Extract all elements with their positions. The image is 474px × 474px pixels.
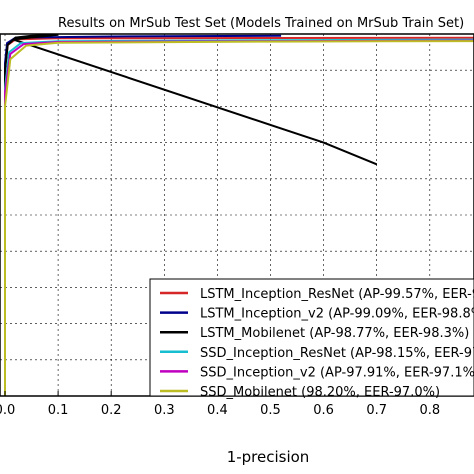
chart-title: Results on MrSub Test Set (Models Traine… — [58, 16, 464, 31]
legend: LSTM_Inception_ResNet (AP-99.57%, EER-99… — [149, 278, 474, 400]
legend-label: SSD_Mobilenet (98.20%, EER-97.0%) — [200, 385, 440, 400]
x-tick-label: 0.7 — [366, 403, 387, 418]
series-lines — [4, 33, 474, 396]
legend-box — [149, 278, 474, 397]
x-tick-label: 0.5 — [260, 403, 281, 418]
legend-label: SSD_Inception_v2 (AP-97.91%, EER-97.1%) — [200, 365, 474, 380]
legend-label: SSD_Inception_ResNet (AP-98.15%, EER-97.… — [200, 346, 474, 361]
legend-label: LSTM_Inception_v2 (AP-99.09%, EER-98.8%) — [200, 307, 474, 322]
x-axis-ticks: 0.0 0.1 0.2 0.3 0.4 0.5 0.6 0.7 0.8 — [0, 391, 440, 418]
legend-label: LSTM_Inception_ResNet (AP-99.57%, EER-99… — [200, 287, 474, 302]
x-axis-title: 1-precision — [227, 448, 310, 466]
x-tick-label: 0.6 — [313, 403, 334, 418]
x-tick-label: 0.4 — [207, 403, 228, 418]
series-line-6 — [4, 40, 474, 396]
x-tick-label: 0.1 — [48, 403, 69, 418]
x-tick-label: 0.3 — [154, 403, 175, 418]
series-line-3 — [4, 33, 378, 396]
x-tick-label: 0.0 — [0, 403, 15, 418]
x-tick-label: 0.2 — [101, 403, 122, 418]
legend-label: LSTM_Mobilenet (AP-98.77%, EER-98.3%) — [200, 326, 469, 341]
x-tick-label: 0.8 — [419, 403, 440, 418]
